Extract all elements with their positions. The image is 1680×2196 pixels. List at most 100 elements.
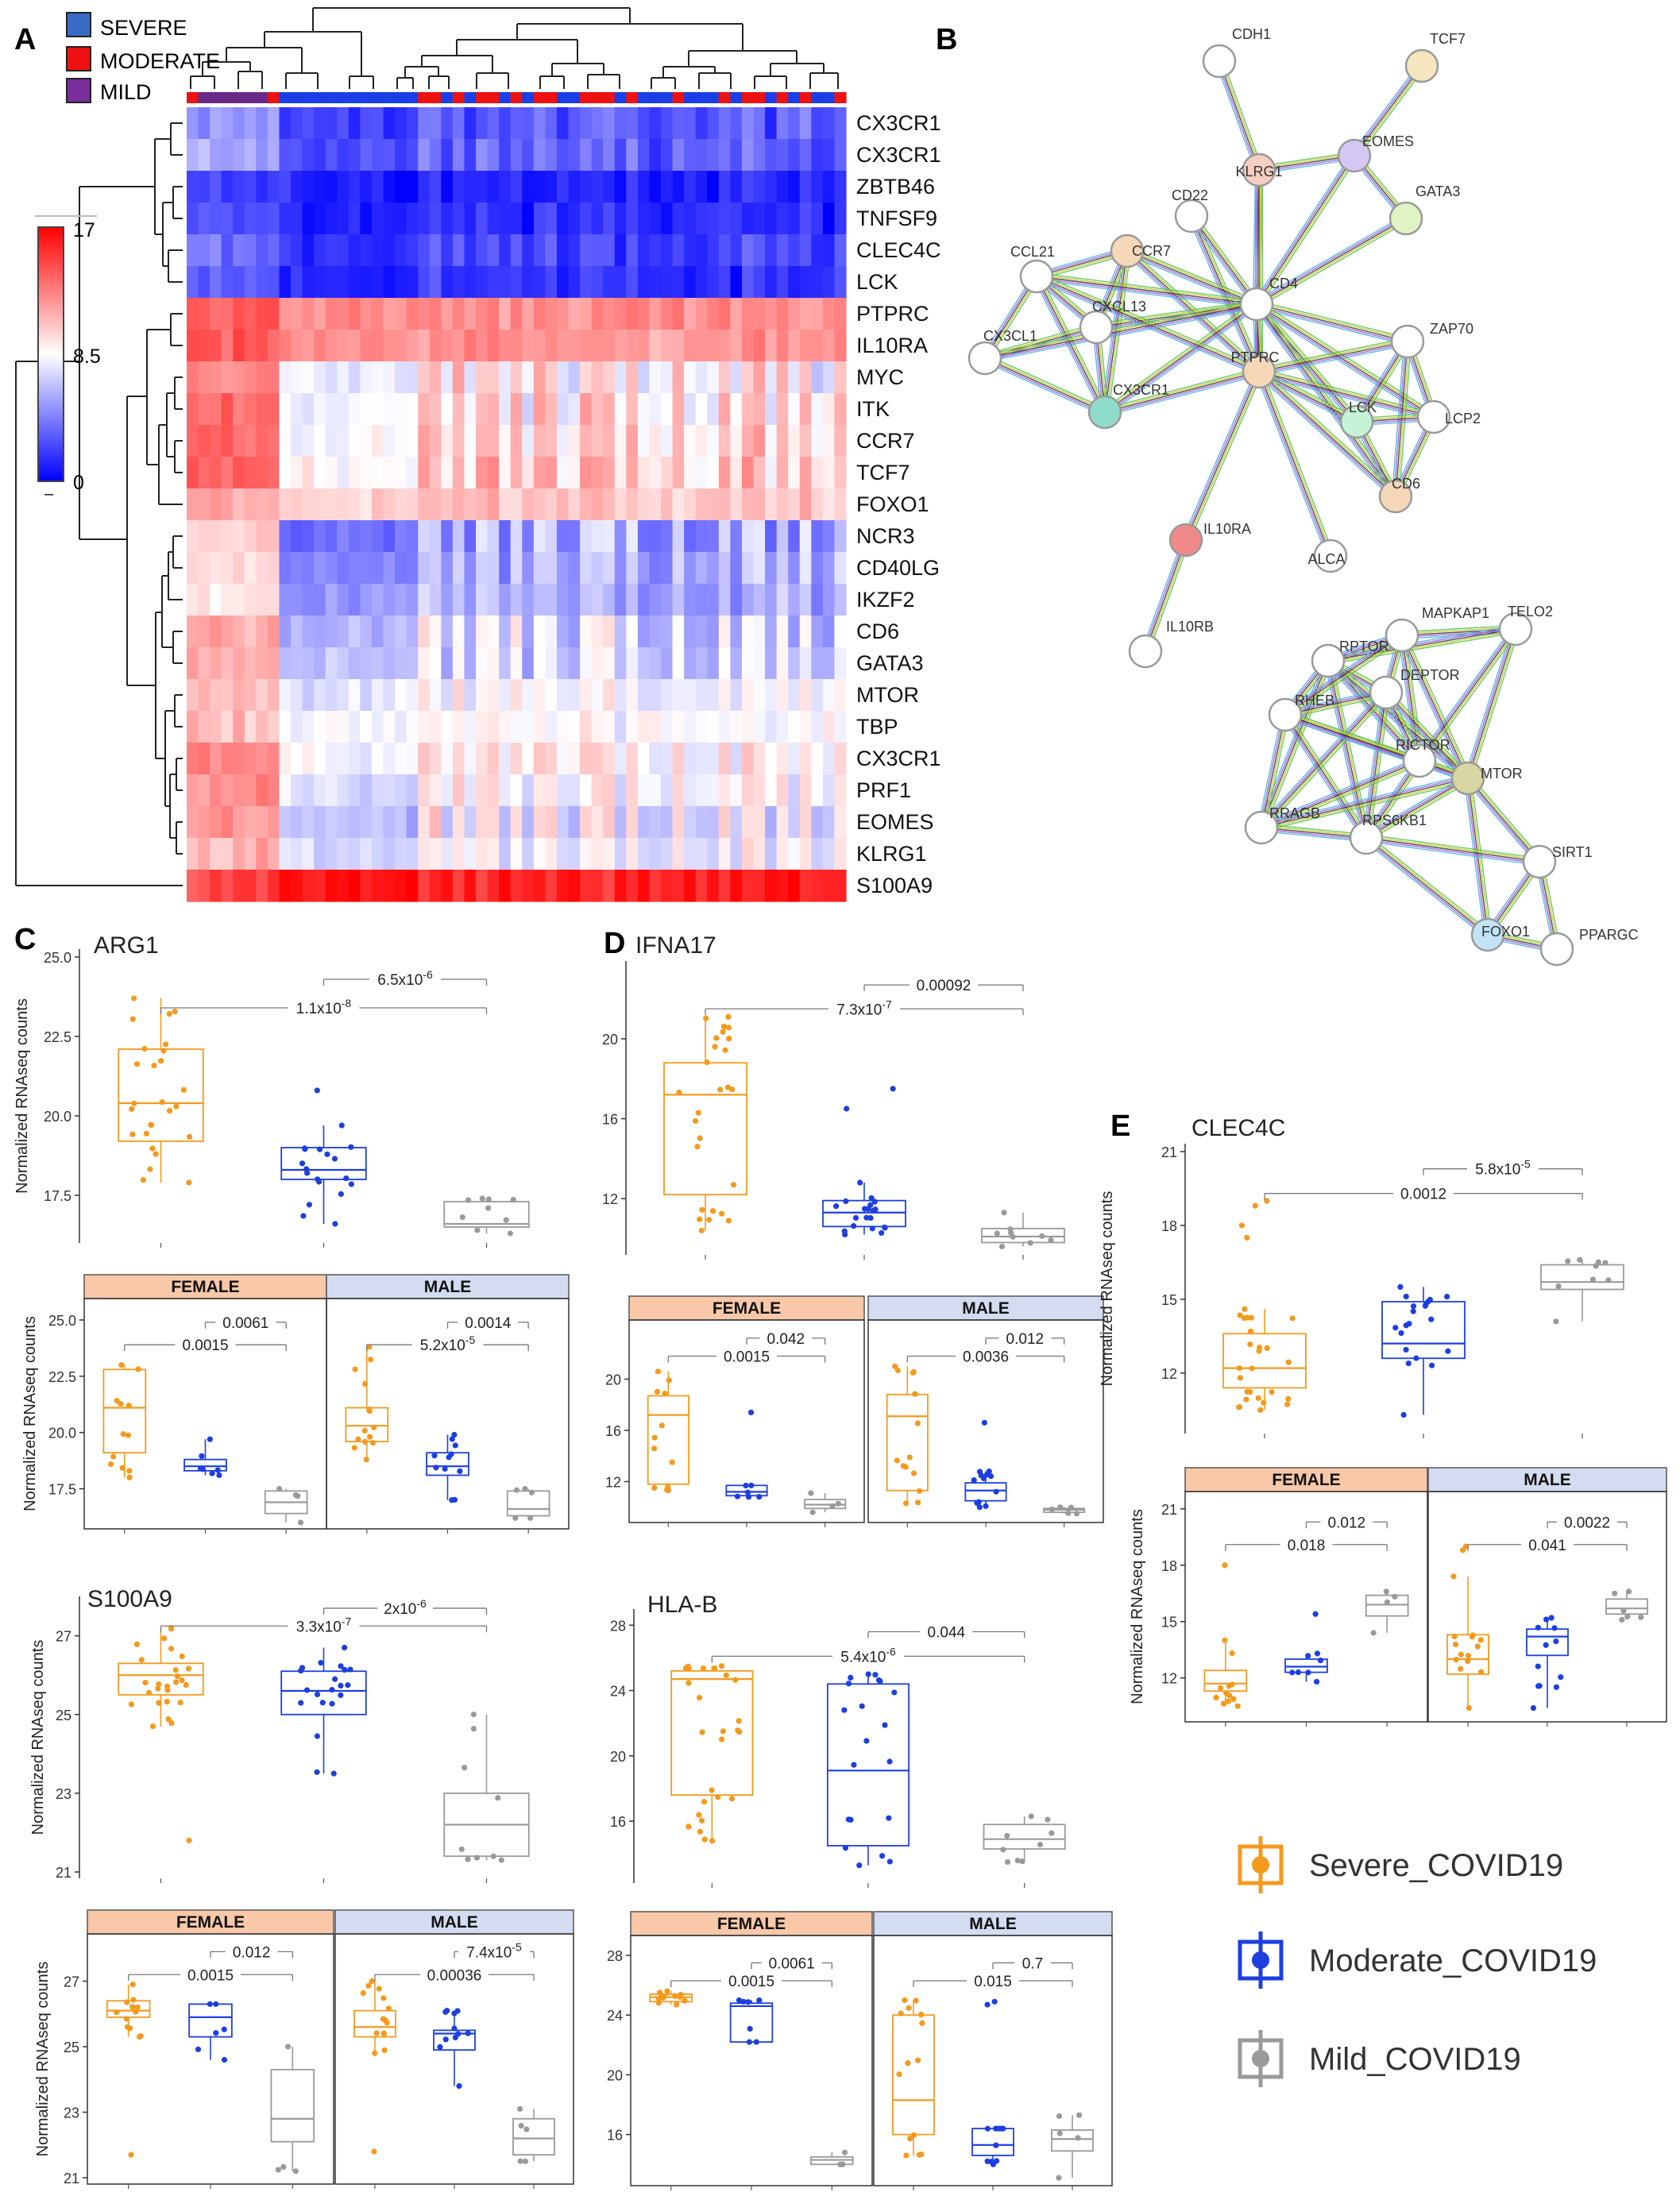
- network-node-sirt1[interactable]: SIRT1: [1522, 844, 1593, 879]
- heatmap-cell: [267, 393, 280, 426]
- network-node-il10ra[interactable]: IL10RA: [1168, 521, 1251, 558]
- network-node-eomes[interactable]: EOMES: [1337, 133, 1414, 173]
- network-edge: [1257, 338, 1409, 376]
- panel-label-c: C: [14, 923, 36, 956]
- network-node-mtor[interactable]: MTOR: [1450, 761, 1523, 796]
- heatmap-cell: [302, 520, 315, 553]
- box-iqr: [1365, 1594, 1409, 1617]
- network-node-cd6[interactable]: CD6: [1378, 476, 1420, 514]
- network-node-rragb[interactable]: RRAGB: [1244, 805, 1320, 845]
- network-node-deptor[interactable]: DEPTOR: [1369, 667, 1460, 710]
- data-point: [1252, 1202, 1258, 1209]
- heatmap-cell: [626, 520, 639, 553]
- heatmap-cell: [799, 266, 812, 299]
- heatmap-cell: [383, 552, 396, 585]
- y-tick-label: 12: [605, 1474, 621, 1490]
- network-node-tcf7[interactable]: TCF7: [1404, 31, 1466, 83]
- heatmap-cell: [695, 679, 708, 712]
- heatmap-cell: [707, 457, 720, 489]
- heatmap-cell: [707, 425, 720, 457]
- data-point: [1384, 1599, 1390, 1605]
- network-node-foxo1[interactable]: FOXO1: [1470, 917, 1530, 952]
- network-node-cx3cl1[interactable]: CX3CL1: [967, 328, 1037, 376]
- annotation-cell: [464, 92, 477, 103]
- heatmap-cell: [753, 330, 766, 362]
- heatmap-cell: [626, 266, 639, 299]
- data-point: [352, 1366, 358, 1372]
- annotation-cell: [603, 92, 616, 103]
- heatmap-cell: [614, 171, 627, 203]
- data-point: [682, 1665, 689, 1671]
- network-node-telo2[interactable]: TELO2: [1498, 604, 1553, 646]
- data-point: [1392, 1325, 1399, 1331]
- network-edge: [1256, 369, 1399, 500]
- heatmap-cell: [267, 520, 280, 553]
- heatmap-cell: [730, 457, 743, 489]
- data-point: [124, 2024, 131, 2030]
- heatmap-cell: [822, 330, 836, 362]
- heatmap-cell: [233, 457, 245, 489]
- heatmap-cell: [244, 520, 257, 553]
- heatmap-cell: [649, 393, 662, 426]
- heatmap-cell: [811, 647, 824, 680]
- heatmap-cell: [383, 361, 396, 394]
- annotation-cell: [765, 92, 778, 103]
- heatmap-cell: [822, 616, 836, 648]
- heatmap-cell: [822, 552, 836, 585]
- network-node-cd4[interactable]: CD4: [1239, 276, 1298, 322]
- network-node-ccl21[interactable]: CCL21: [1010, 244, 1055, 294]
- data-point: [319, 1700, 326, 1706]
- heatmap-cell: [210, 774, 222, 807]
- heatmap-cell: [406, 234, 419, 267]
- network-node-klrg1[interactable]: KLRG1: [1235, 152, 1283, 187]
- y-tick-label: 20: [610, 1749, 626, 1765]
- network-node-rictor[interactable]: RICTOR: [1396, 737, 1450, 778]
- heatmap-cell: [267, 584, 280, 616]
- network-node-mapkap1[interactable]: MAPKAP1: [1385, 605, 1489, 653]
- heatmap-cell: [291, 266, 303, 299]
- data-point: [1269, 1389, 1275, 1395]
- network-node-ptprc[interactable]: PTPRC: [1230, 349, 1280, 389]
- heatmap-cell: [279, 107, 292, 140]
- network-node-cx3cr1[interactable]: CX3CR1: [1087, 382, 1169, 430]
- network-node-ppargc[interactable]: PPARGC: [1539, 927, 1639, 967]
- network-node-il10rb[interactable]: IL10RB: [1128, 619, 1214, 669]
- network-edge: [1253, 153, 1358, 307]
- data-point: [332, 1221, 338, 1227]
- heatmap-cell: [325, 171, 338, 203]
- heatmap-cell: [591, 393, 604, 426]
- network-node-cxcl13[interactable]: CXCL13: [1079, 299, 1146, 345]
- network-edge: [1261, 823, 1367, 843]
- network-node-lck[interactable]: LCK: [1339, 399, 1377, 439]
- network-node-ccr7[interactable]: CCR7: [1110, 233, 1171, 268]
- heatmap-cell: [626, 679, 639, 712]
- box-iqr: [512, 2117, 555, 2156]
- annotation-cell: [360, 92, 373, 103]
- data-point: [1019, 1858, 1025, 1865]
- data-point: [185, 1665, 192, 1672]
- data-point: [730, 1182, 737, 1188]
- network-node-alca[interactable]: ALCA: [1307, 538, 1348, 573]
- data-point: [164, 1683, 171, 1689]
- heatmap-cell: [776, 774, 789, 807]
- network-node-rps6kb1[interactable]: RPS6KB1: [1349, 812, 1427, 855]
- network-node-lcp2[interactable]: LCP2: [1416, 399, 1481, 434]
- network-node-gata3[interactable]: GATA3: [1388, 183, 1460, 236]
- heatmap-cell: [476, 743, 489, 775]
- network-node-rheb[interactable]: RHEB: [1268, 693, 1334, 732]
- heatmap-cell: [395, 425, 407, 457]
- heatmap-cell: [210, 266, 222, 299]
- network-node-rptor[interactable]: RPTOR: [1311, 639, 1389, 678]
- network-node-cd22[interactable]: CD22: [1172, 187, 1209, 233]
- heatmap-cell: [545, 488, 558, 521]
- heatmap-cell: [210, 806, 222, 839]
- annotation-cell: [707, 92, 720, 103]
- heatmap-cell: [672, 647, 685, 680]
- network-node-cdh1[interactable]: CDH1: [1202, 26, 1271, 79]
- scale-max-label: 17: [73, 219, 95, 241]
- heatmap-cell: [418, 457, 431, 489]
- heatmap-cell: [279, 457, 292, 489]
- network-node-zap70[interactable]: ZAP70: [1390, 321, 1473, 359]
